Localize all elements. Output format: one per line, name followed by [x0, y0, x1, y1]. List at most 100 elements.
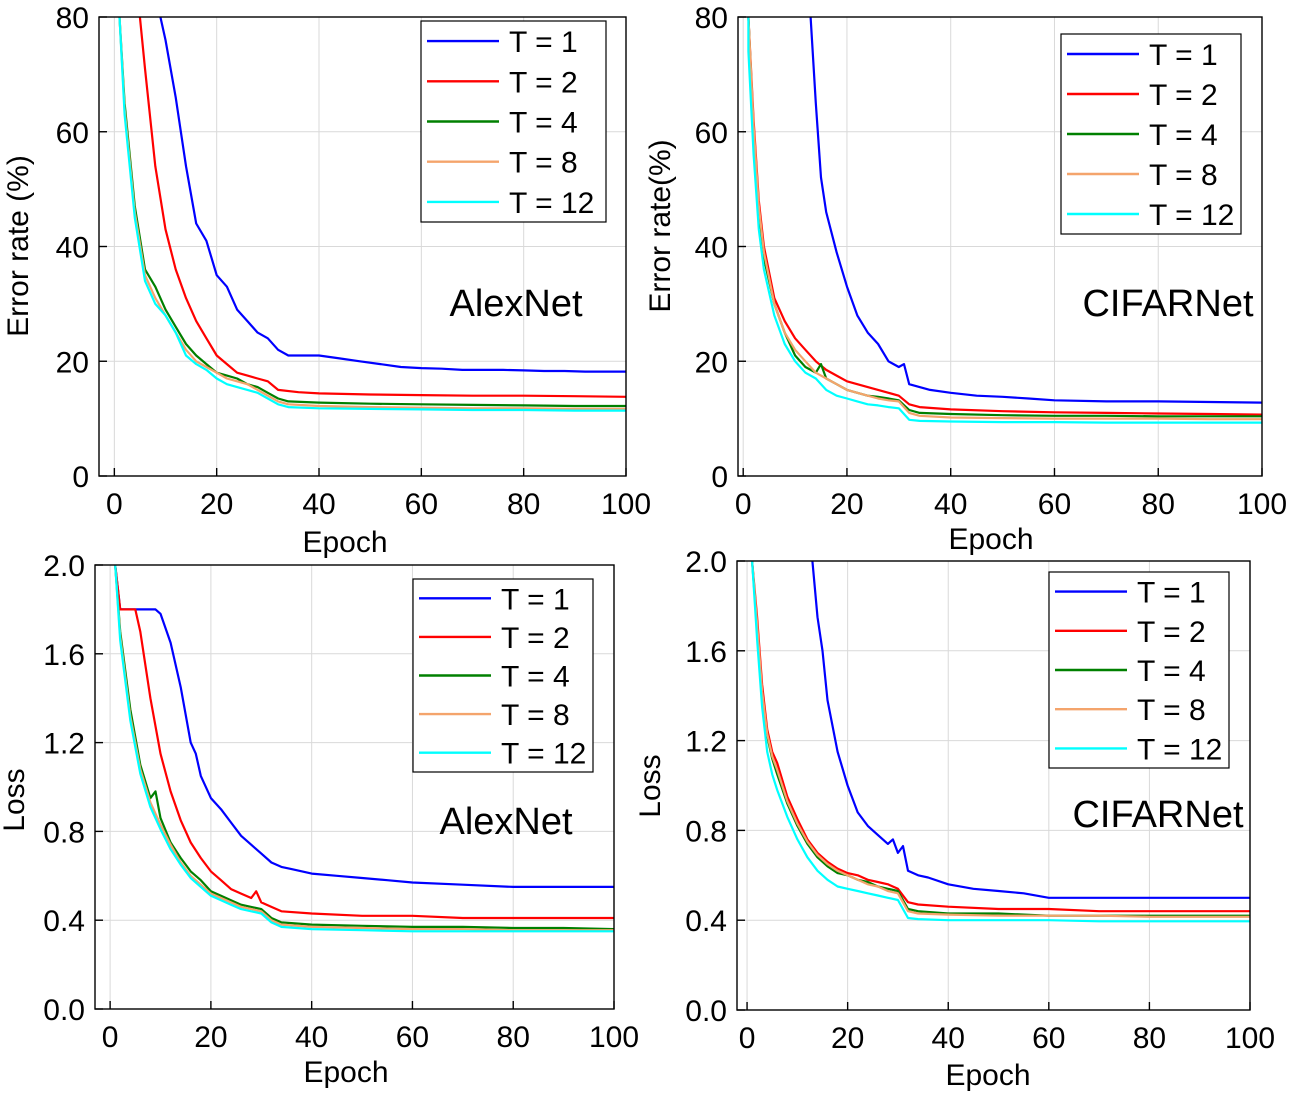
y-tick-label: 0.0 — [685, 995, 727, 1028]
y-tick-label: 0 — [711, 461, 728, 494]
series-line-t=12 — [747, 17, 1262, 424]
legend-label: T = 1 — [501, 583, 570, 616]
x-tick-label: 60 — [1038, 488, 1071, 521]
y-tick-label: 80 — [695, 2, 728, 35]
x-tick-label: 60 — [1032, 1022, 1065, 1055]
model-annotation: CIFARNet — [1072, 794, 1243, 836]
y-axis-label: Loss — [634, 754, 667, 817]
y-tick-label: 0 — [72, 461, 89, 494]
series-line-t=4 — [118, 17, 626, 408]
legend-label: T = 4 — [1137, 655, 1206, 688]
series-line-t=12 — [114, 565, 614, 933]
y-tick-label: 1.2 — [685, 726, 727, 759]
series-line-t=12 — [751, 561, 1250, 923]
series-line-t=1 — [809, 17, 1262, 404]
y-axis-label: Loss — [0, 768, 31, 831]
x-axis-label: Epoch — [302, 526, 387, 559]
series-line-t=8 — [747, 17, 1262, 421]
x-tick-label: 20 — [200, 488, 233, 521]
legend-label: T = 12 — [501, 738, 586, 771]
series-line-t=2 — [747, 17, 1262, 416]
y-tick-label: 0.4 — [43, 905, 85, 938]
model-annotation: AlexNet — [449, 283, 582, 325]
legend-label: T = 12 — [1137, 733, 1222, 766]
legend-label: T = 2 — [1149, 79, 1218, 112]
series-line-t=1 — [159, 17, 626, 373]
series-line-t=1 — [114, 565, 614, 888]
legend-label: T = 1 — [509, 26, 578, 59]
y-tick-label: 80 — [56, 2, 89, 35]
series-line-t=2 — [114, 565, 614, 920]
series-line-t=2 — [138, 17, 626, 398]
chart-cifarnet-error: 0 20 40 60 80 100 0 20 40 60 80 Epoch Error rate(%… — [644, 2, 1287, 556]
legend: T = 1 T = 2 T = 4 T = 8 T = 12 — [1048, 571, 1230, 769]
legend-label: T = 4 — [509, 107, 578, 140]
series-lines — [751, 561, 1250, 923]
plot-frame — [94, 564, 615, 1010]
y-tick-label: 0.8 — [43, 816, 85, 849]
x-tick-label: 20 — [194, 1021, 227, 1054]
y-tick-label: 40 — [56, 232, 89, 265]
x-axis-label: Epoch — [303, 1056, 388, 1089]
y-tick-label: 0.0 — [43, 994, 85, 1027]
x-tick-label: 20 — [830, 488, 863, 521]
chart-alexnet-error: 0 20 40 60 80 100 0 20 40 60 80 Epoch Error rate (… — [2, 2, 651, 559]
model-annotation: AlexNet — [439, 801, 572, 843]
legend-label: T = 8 — [509, 147, 578, 180]
x-tick-label: 100 — [1225, 1022, 1275, 1055]
x-tick-label: 40 — [302, 488, 335, 521]
x-tick-label: 40 — [932, 1022, 965, 1055]
x-tick-label: 40 — [934, 488, 967, 521]
y-tick-label: 60 — [56, 117, 89, 150]
legend-label: T = 8 — [1149, 159, 1218, 192]
x-tick-label: 60 — [405, 488, 438, 521]
x-tick-label: 0 — [102, 1021, 119, 1054]
legend-label: T = 1 — [1149, 39, 1218, 72]
series-line-t=1 — [811, 561, 1250, 899]
series-line-t=8 — [114, 565, 614, 932]
axis-ticks: 0 20 40 60 80 100 0.0 0.4 0.8 1.2 1.6 2.0 — [685, 546, 1275, 1055]
legend-label: T = 12 — [1149, 199, 1234, 232]
x-tick-label: 0 — [739, 1022, 756, 1055]
legend-label: T = 2 — [1137, 616, 1206, 649]
x-tick-label: 0 — [735, 488, 752, 521]
legend-label: T = 4 — [1149, 119, 1218, 152]
x-tick-label: 20 — [831, 1022, 864, 1055]
x-tick-label: 80 — [1142, 488, 1175, 521]
x-tick-label: 100 — [1237, 488, 1287, 521]
legend-label: T = 4 — [501, 661, 570, 694]
legend: T = 1 T = 2 T = 4 T = 8 T = 12 — [1060, 33, 1242, 235]
axis-ticks: 0 20 40 60 80 100 0.0 0.4 0.8 1.2 1.6 2.0 — [43, 550, 639, 1054]
series-line-t=4 — [114, 565, 614, 931]
y-axis-label: Error rate (%) — [2, 155, 35, 337]
series-line-t=8 — [751, 561, 1250, 918]
y-tick-label: 20 — [695, 346, 728, 379]
y-tick-label: 20 — [56, 346, 89, 379]
x-axis-label: Epoch — [948, 523, 1033, 556]
y-tick-label: 0.8 — [685, 815, 727, 848]
series-line-t=8 — [118, 17, 626, 410]
y-tick-label: 1.2 — [43, 728, 85, 761]
legend-label: T = 12 — [509, 187, 594, 220]
x-tick-label: 60 — [396, 1021, 429, 1054]
x-tick-label: 40 — [295, 1021, 328, 1054]
legend: T = 1 T = 2 T = 4 T = 8 T = 12 — [412, 578, 594, 773]
y-tick-label: 1.6 — [685, 636, 727, 669]
chart-alexnet-loss: 0 20 40 60 80 100 0.0 0.4 0.8 1.2 1.6 2.0 Epoch Los… — [0, 550, 639, 1089]
legend-label: T = 2 — [501, 622, 570, 655]
chart-cifarnet-loss: 0 20 40 60 80 100 0.0 0.4 0.8 1.2 1.6 2.0 Epoch Los… — [634, 546, 1275, 1092]
axis-ticks: 0 20 40 60 80 100 0 20 40 60 80 — [695, 2, 1287, 521]
x-tick-label: 100 — [601, 488, 651, 521]
x-tick-label: 0 — [106, 488, 123, 521]
legend-label: T = 2 — [509, 66, 578, 99]
y-axis-label: Error rate(%) — [644, 139, 677, 312]
y-tick-label: 2.0 — [43, 550, 85, 583]
legend-label: T = 8 — [1137, 694, 1206, 727]
y-tick-label: 1.6 — [43, 639, 85, 672]
y-tick-label: 40 — [695, 232, 728, 265]
x-axis-label: Epoch — [945, 1059, 1030, 1092]
series-lines — [747, 17, 1262, 424]
series-lines — [114, 565, 614, 933]
series-lines — [118, 17, 626, 412]
